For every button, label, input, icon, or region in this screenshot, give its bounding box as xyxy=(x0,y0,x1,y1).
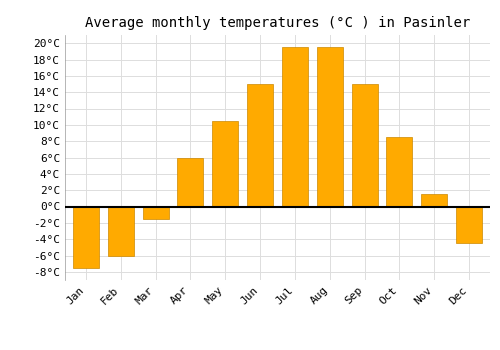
Bar xyxy=(386,137,412,206)
Bar xyxy=(247,84,273,206)
Bar xyxy=(421,194,448,206)
Bar xyxy=(73,206,99,268)
Bar xyxy=(108,206,134,256)
Bar xyxy=(352,84,378,206)
Bar xyxy=(178,158,204,206)
Bar xyxy=(212,121,238,206)
Title: Average monthly temperatures (°C ) in Pasinler: Average monthly temperatures (°C ) in Pa… xyxy=(85,16,470,30)
Bar xyxy=(456,206,482,243)
Bar xyxy=(282,47,308,206)
Bar xyxy=(316,47,343,206)
Bar xyxy=(142,206,169,219)
